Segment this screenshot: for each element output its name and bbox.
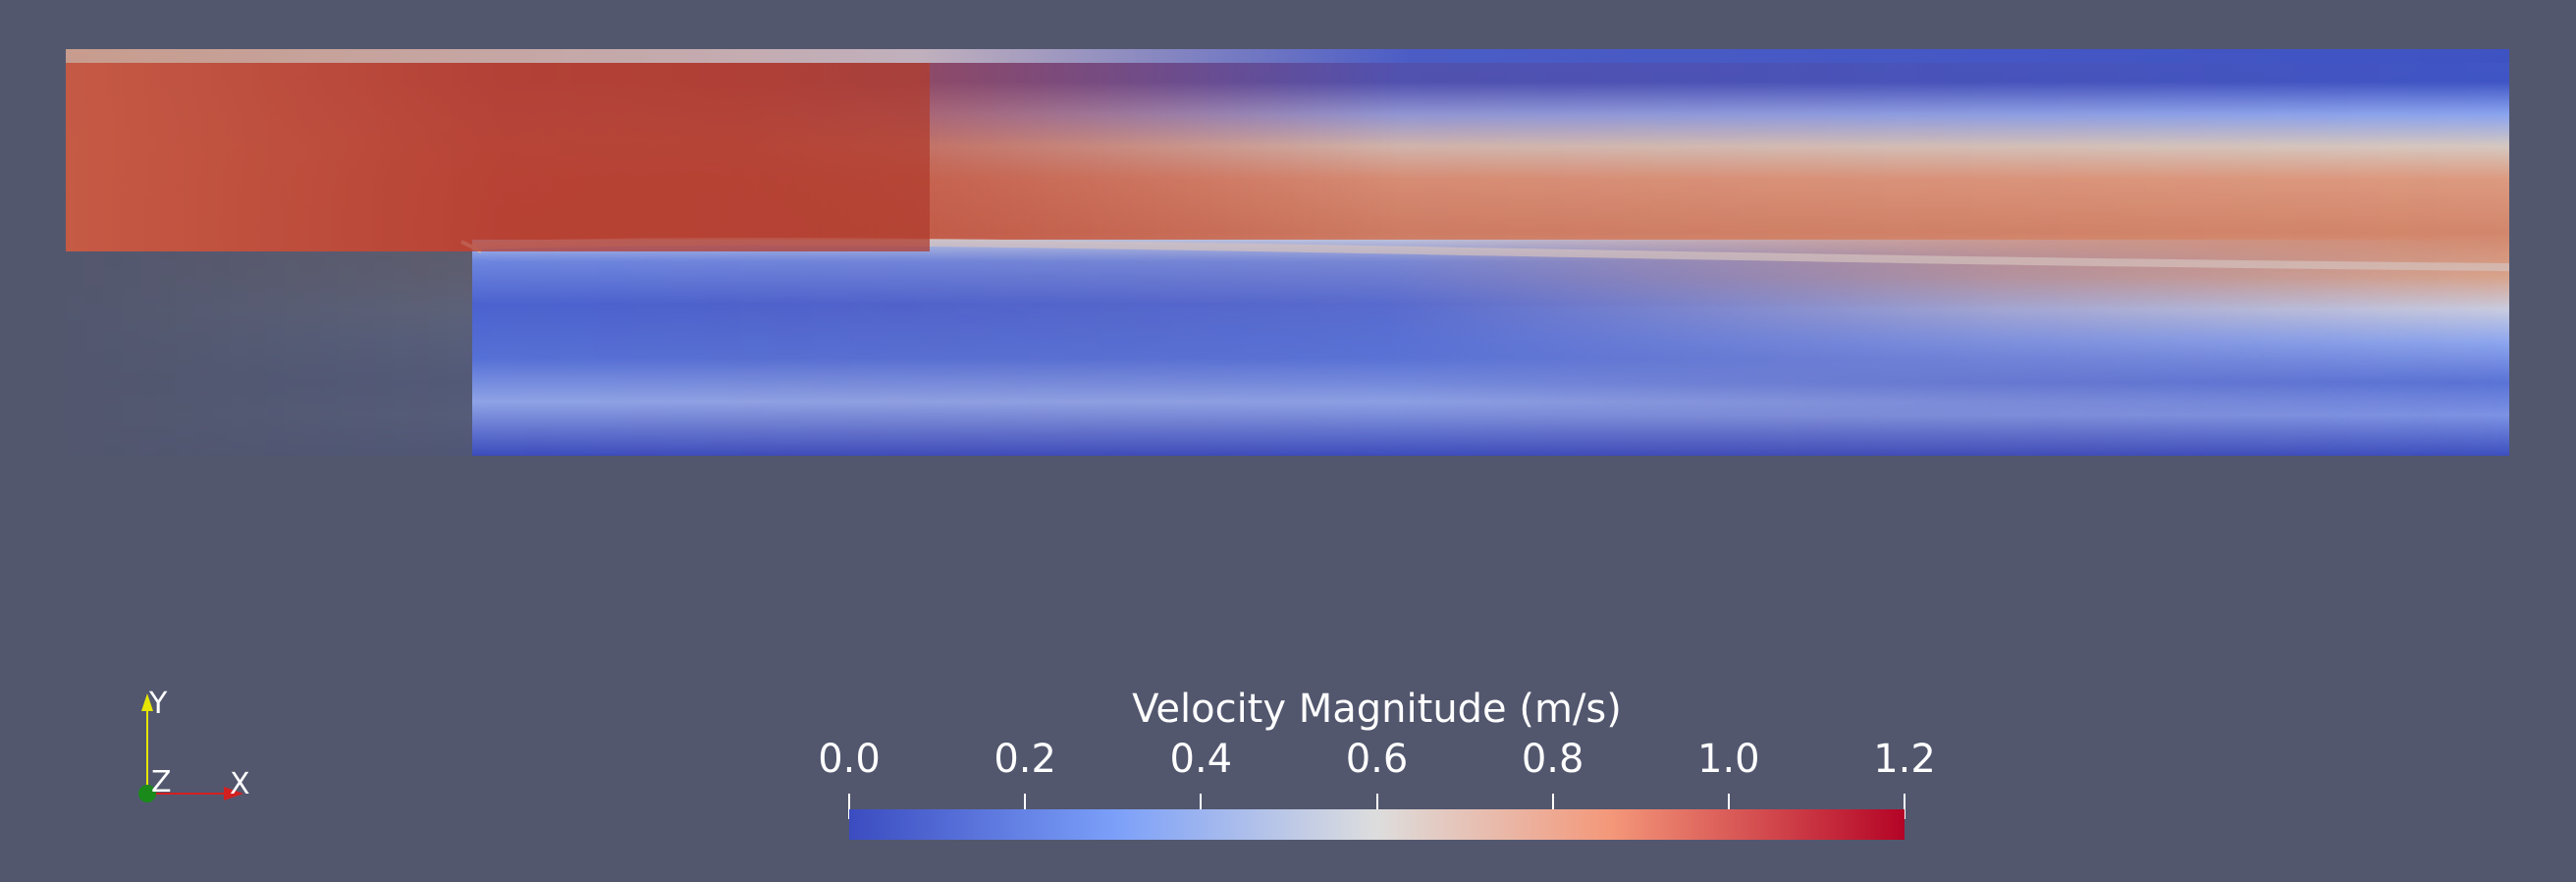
colorbar-tick-label: 0.0 — [818, 737, 881, 782]
colorbar-title: Velocity Magnitude (m/s) — [1132, 687, 1622, 732]
colorbar-tick-label: 0.6 — [1345, 737, 1409, 782]
z-axis-dot-icon — [138, 785, 156, 802]
colorbar-tick-mark — [1200, 794, 1203, 819]
x-axis-arrow-icon — [224, 787, 243, 800]
axis-label-z: Z — [151, 765, 172, 799]
colorbar — [849, 809, 1905, 840]
inlet-core — [66, 63, 930, 251]
orientation-axes — [138, 693, 243, 802]
colorbar-tick-mark — [1551, 794, 1554, 819]
colorbar-tick-mark — [848, 794, 850, 819]
colorbar-tick-mark — [1727, 794, 1730, 819]
y-axis-arrow-icon — [141, 693, 153, 711]
colorbar-tick-mark — [1904, 794, 1905, 819]
colorbar-tick-label: 1.2 — [1873, 737, 1936, 782]
axis-label-x: X — [230, 767, 250, 801]
colorbar-tick-mark — [1024, 794, 1027, 819]
colorbar-tick-label: 0.2 — [993, 737, 1056, 782]
recirculation-zone — [472, 240, 2509, 456]
colorbar-tick-label: 1.0 — [1697, 737, 1760, 782]
colorbar-tick-label: 0.4 — [1169, 737, 1233, 782]
axis-label-y: Y — [149, 687, 168, 721]
upper-wall-layer — [66, 49, 2509, 63]
colorbar-tick-label: 0.8 — [1521, 737, 1584, 782]
colorbar-tick-mark — [1375, 794, 1378, 819]
